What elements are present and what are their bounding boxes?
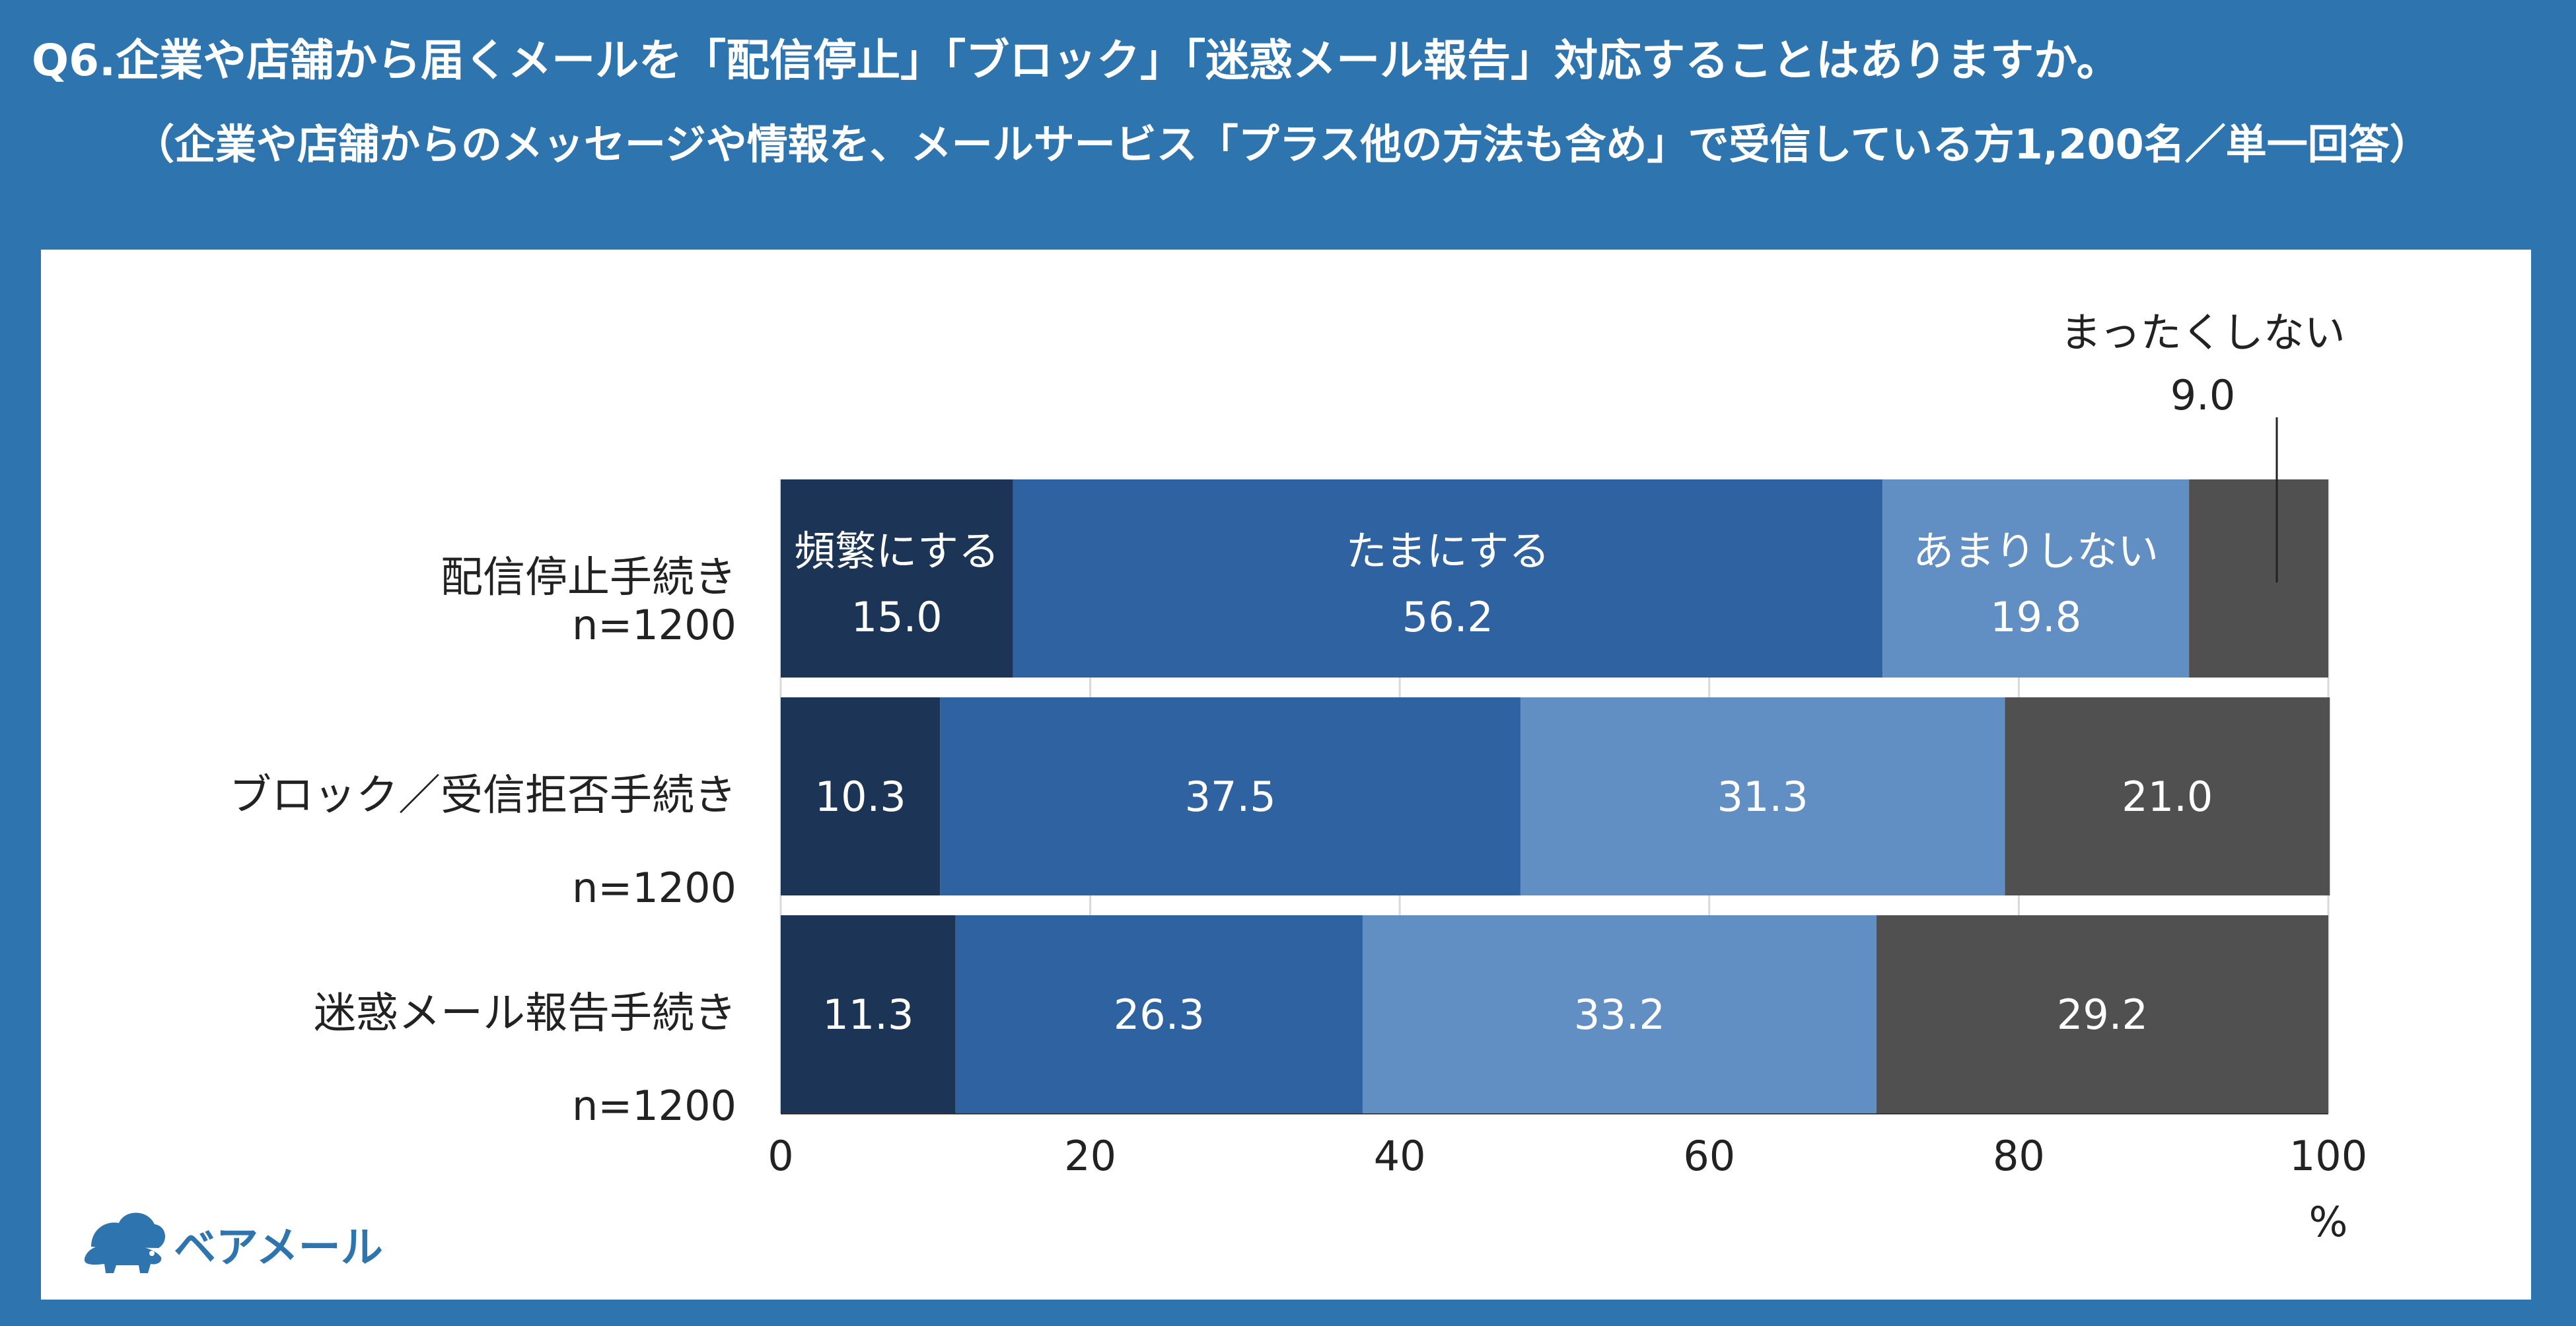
bar-segment bbox=[940, 697, 1521, 895]
data-label: 10.3 bbox=[815, 773, 906, 821]
sample-size-label: n=1200 bbox=[572, 864, 736, 912]
x-tick-label: 20 bbox=[1064, 1132, 1116, 1180]
x-axis-unit: % bbox=[2309, 1198, 2348, 1246]
bar-segment bbox=[1362, 915, 1877, 1113]
bars bbox=[781, 479, 2330, 1113]
question-title: Q6.企業や店舗から届くメールを「配信停止」「ブロック」「迷惑メール報告」対応す… bbox=[32, 35, 2120, 86]
data-label: 29.2 bbox=[2057, 991, 2148, 1039]
bar-segment bbox=[1013, 479, 1883, 678]
series-name-label: 頻繁にする bbox=[794, 527, 999, 575]
bar-segment bbox=[1876, 915, 2328, 1113]
x-tick-label: 0 bbox=[768, 1132, 793, 1180]
series-name-label: あまりしない bbox=[1913, 527, 2159, 575]
x-tick-label: 60 bbox=[1683, 1132, 1735, 1180]
question-subtitle: （企業や店舗からのメッセージや情報を、メールサービス「プラス他の方法も含め」で受… bbox=[133, 120, 2431, 168]
x-tick-label: 100 bbox=[2289, 1132, 2367, 1180]
series-name-label: まったくしない bbox=[2060, 308, 2345, 357]
series-name-label: たまにする bbox=[1345, 527, 1550, 575]
labels: 0 20 40 60 80 100% 頻繁にする 15.0 たまにする 56.2 あまりしない 19.… bbox=[229, 308, 2367, 1246]
bar-segment bbox=[2189, 479, 2328, 678]
bar-segment bbox=[781, 697, 941, 895]
category-label: 迷惑メール報告手続き bbox=[314, 989, 736, 1038]
x-tick-label: 80 bbox=[1993, 1132, 2045, 1180]
data-label: 56.2 bbox=[1402, 593, 1493, 641]
data-label: 37.5 bbox=[1185, 773, 1276, 821]
sample-size-label: n=1200 bbox=[572, 1082, 736, 1130]
sample-size-label: n=1200 bbox=[572, 601, 736, 649]
bar-segment bbox=[2005, 697, 2330, 895]
company-logo: ベアメール bbox=[78, 1201, 383, 1280]
bar-segment bbox=[781, 915, 956, 1113]
category-label: ブロック／受信拒否手続き bbox=[229, 771, 736, 820]
bar-segment bbox=[1882, 479, 2190, 678]
question-header: Q6.企業や店舗から届くメールを「配信停止」「ブロック」「迷惑メール報告」対応す… bbox=[0, 0, 2576, 251]
bar-segment bbox=[955, 915, 1363, 1113]
data-label: 15.0 bbox=[851, 593, 943, 641]
data-label: 9.0 bbox=[2170, 371, 2236, 419]
bear-cloud-icon bbox=[84, 1212, 166, 1273]
bar-segment bbox=[781, 479, 1013, 678]
data-label: 21.0 bbox=[2122, 773, 2213, 821]
category-label: 配信停止手続き bbox=[441, 553, 736, 602]
data-label: 31.3 bbox=[1717, 773, 1808, 821]
data-label: 33.2 bbox=[1574, 991, 1665, 1039]
logo-text: ベアメール bbox=[174, 1224, 383, 1273]
x-tick-label: 40 bbox=[1374, 1132, 1426, 1180]
data-label: 11.3 bbox=[822, 991, 913, 1039]
data-label: 26.3 bbox=[1114, 991, 1205, 1039]
bar-segment bbox=[1520, 697, 2005, 895]
data-label: 19.8 bbox=[1990, 593, 2081, 641]
